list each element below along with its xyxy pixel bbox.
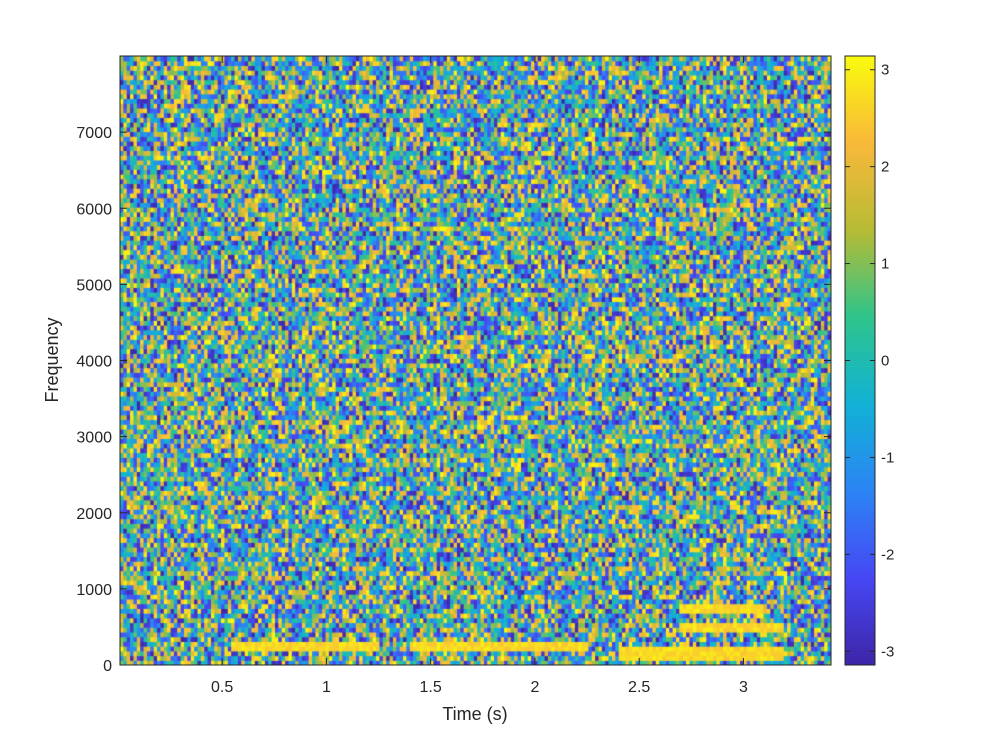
colorbar-tick-label: -1 <box>881 449 894 466</box>
colorbar-tick-label: 2 <box>881 159 889 176</box>
y-tick-label: 0 <box>103 658 112 675</box>
x-tick-label: 2.5 <box>628 679 650 696</box>
colorbar-tick-label: -3 <box>881 643 894 660</box>
x-axis-ticks: 0.5 1 1.5 2 2.5 3 <box>211 56 748 696</box>
y-axis-ticks: 0 1000 2000 3000 4000 5000 6000 7000 <box>76 125 831 675</box>
x-tick-label: 0.5 <box>211 679 233 696</box>
spectrogram-heatmap <box>120 56 831 665</box>
colorbar-ticks: -3 -2 -1 0 1 2 3 <box>845 62 894 660</box>
y-tick-label: 1000 <box>76 582 112 599</box>
y-tick-label: 3000 <box>76 430 112 447</box>
x-tick-label: 1 <box>322 679 331 696</box>
x-axis-label: Time (s) <box>442 704 507 724</box>
x-tick-label: 1.5 <box>420 679 442 696</box>
colorbar-tick-label: 0 <box>881 353 889 370</box>
x-tick-label: 3 <box>739 679 748 696</box>
plot-frame <box>119 55 832 666</box>
y-tick-label: 2000 <box>76 506 112 523</box>
colorbar-tick-label: -2 <box>881 546 894 563</box>
y-tick-label: 6000 <box>76 201 112 218</box>
y-tick-label: 7000 <box>76 125 112 142</box>
x-tick-label: 2 <box>530 679 539 696</box>
y-tick-label: 5000 <box>76 277 112 294</box>
y-axis-label: Frequency <box>42 317 62 402</box>
colorbar-tick-label: 1 <box>881 256 889 273</box>
y-tick-label: 4000 <box>76 354 112 371</box>
colorbar-tick-label: 3 <box>881 62 889 79</box>
